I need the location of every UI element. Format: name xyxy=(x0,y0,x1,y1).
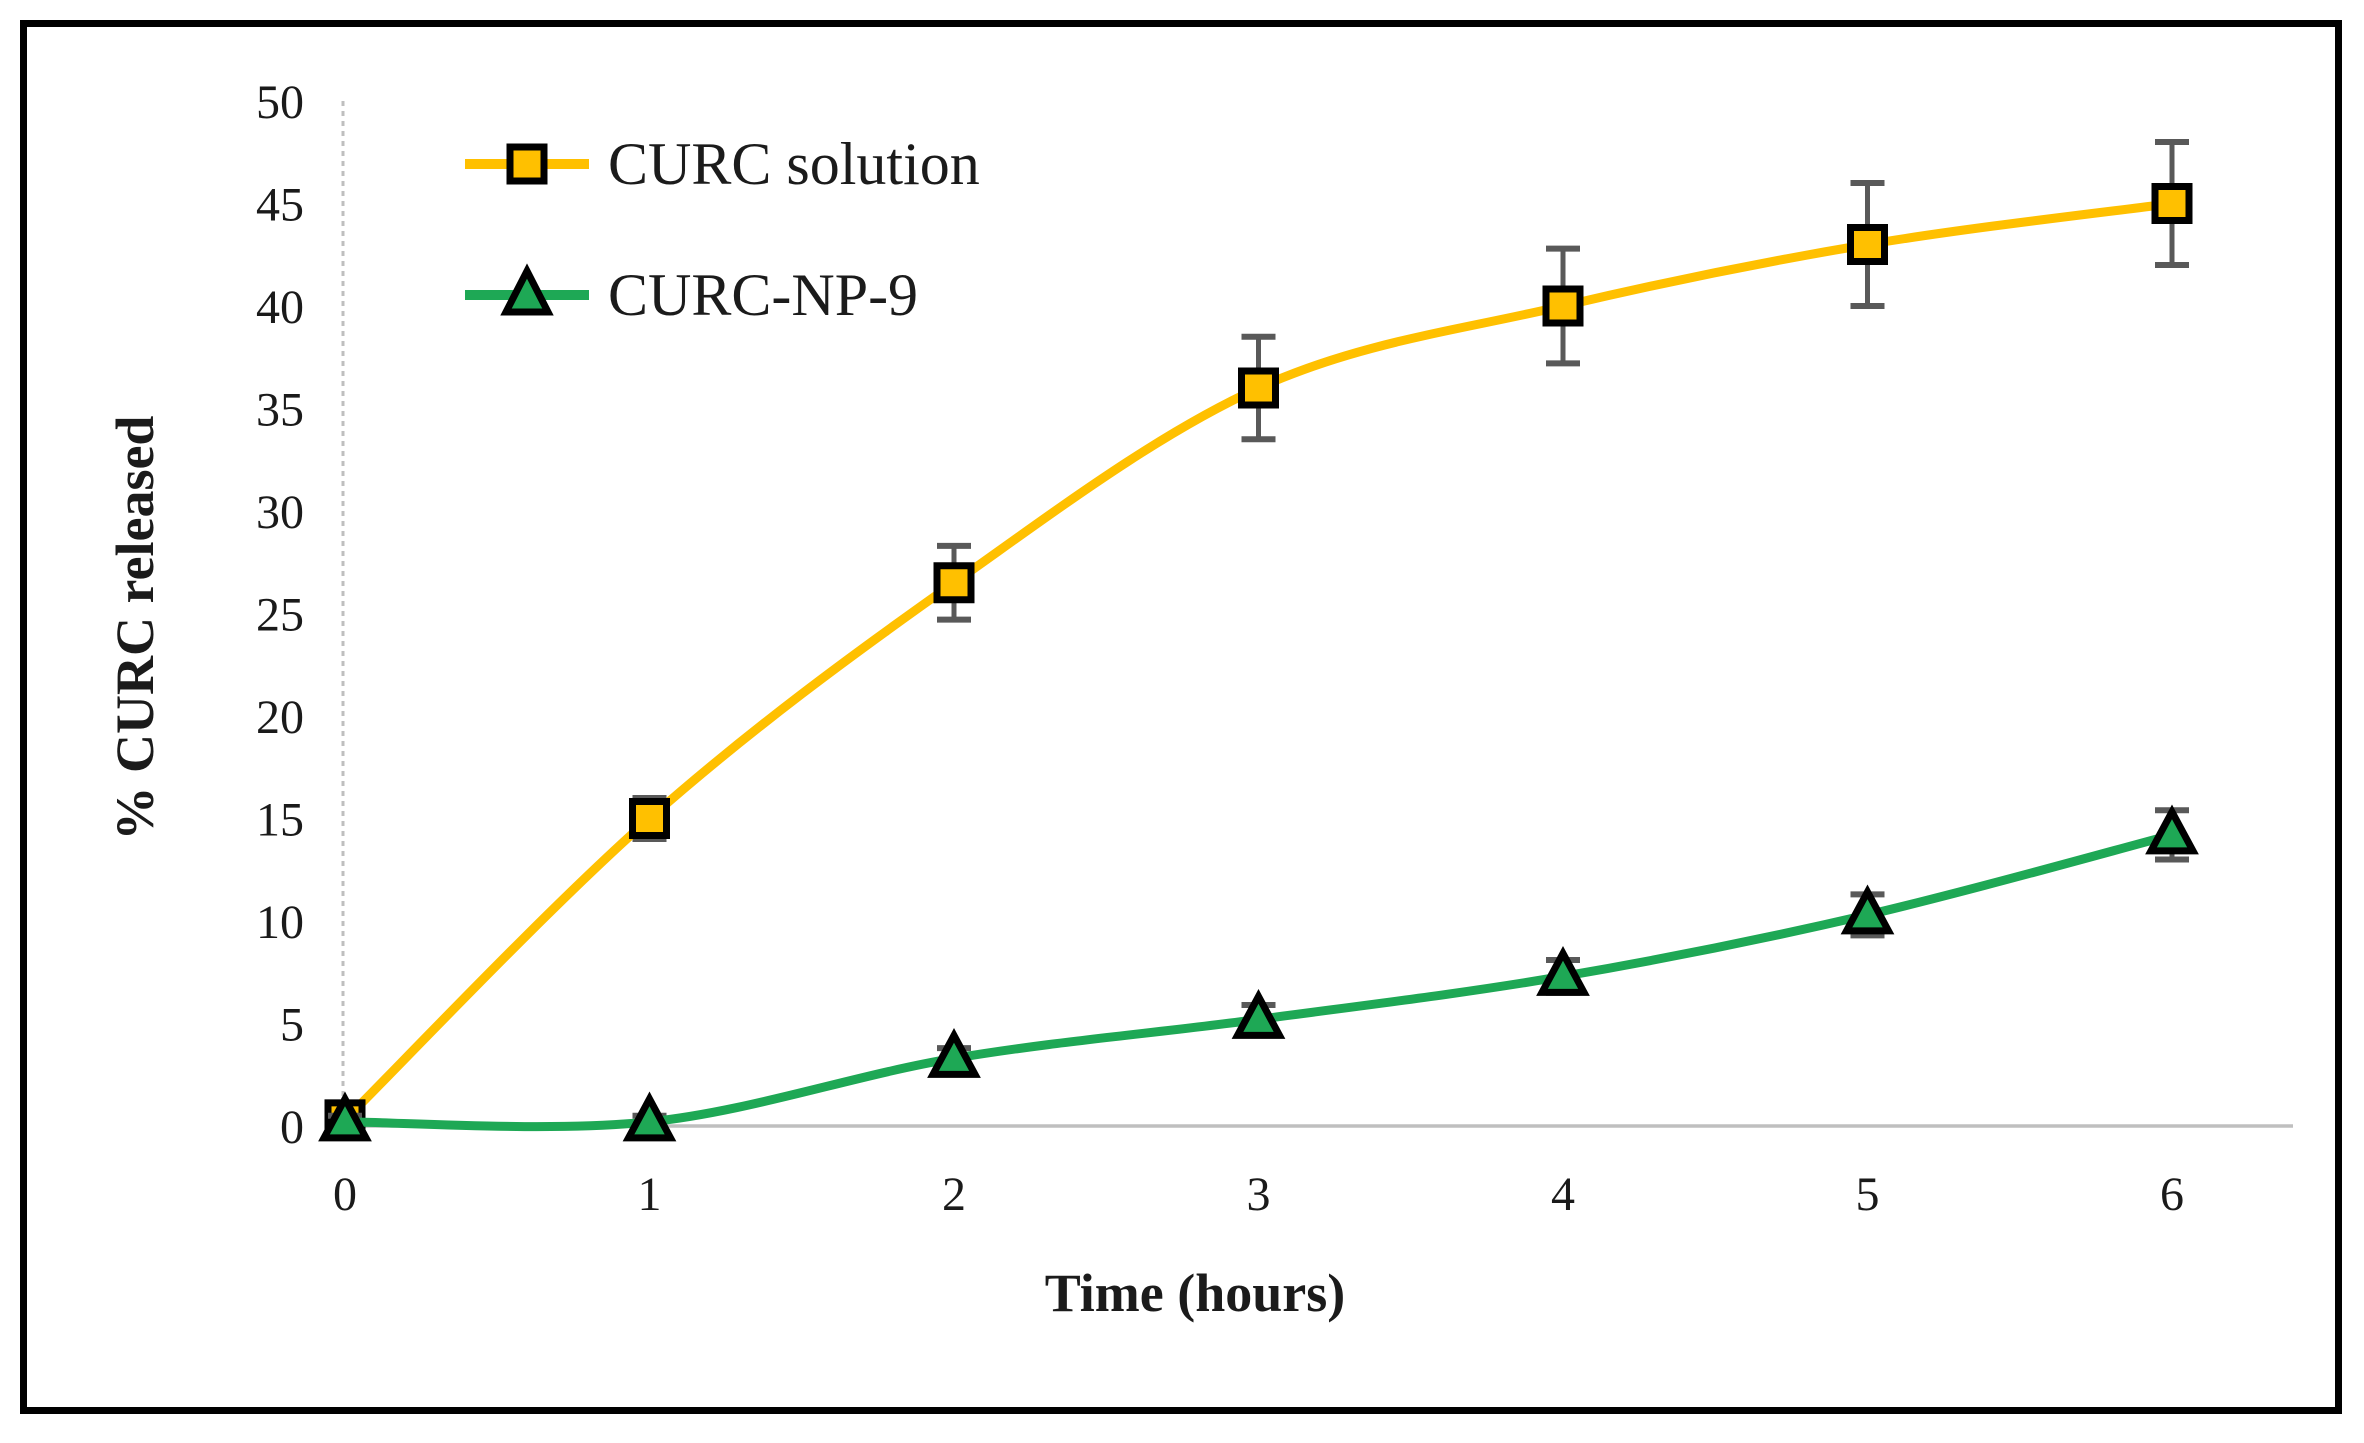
data-point-triangle-curc-np-9 xyxy=(927,1027,981,1078)
legend-square-marker-icon xyxy=(506,143,548,185)
figure-frame xyxy=(20,20,2342,1414)
legend-label-curc-solution: CURC solution xyxy=(608,131,980,197)
data-point-triangle-curc-np-9 xyxy=(318,1091,372,1142)
y-tick-label: 10 xyxy=(256,896,304,949)
x-tick-label: 6 xyxy=(2160,1168,2184,1221)
y-tick-label: 0 xyxy=(280,1101,304,1154)
x-tick-label: 4 xyxy=(1551,1168,1575,1221)
y-tick-label: 25 xyxy=(256,589,304,642)
y-tick-label: 35 xyxy=(256,384,304,437)
legend-swatch-curc-np-9 xyxy=(465,263,589,316)
data-point-square-curc-solution xyxy=(629,798,670,839)
y-tick-label: 30 xyxy=(256,486,304,539)
legend-item-curc-np-9: CURC-NP-9 xyxy=(462,257,980,333)
series-line-curc-np-9 xyxy=(340,830,2177,1132)
x-axis-title: Time (hours) xyxy=(1044,1263,1346,1323)
data-point-square-curc-solution xyxy=(1238,367,1279,409)
y-tick-label: 40 xyxy=(256,281,304,334)
data-point-square-curc-solution xyxy=(2151,183,2193,224)
legend-triangle-marker-icon xyxy=(500,263,554,316)
legend-swatch-curc-solution xyxy=(465,143,589,185)
x-tick-label: 5 xyxy=(1856,1168,1880,1221)
y-tick-label: 5 xyxy=(280,999,304,1052)
data-point-square-curc-solution xyxy=(1542,285,1584,327)
data-point-triangle-curc-np-9 xyxy=(1231,989,1286,1039)
data-point-square-curc-solution xyxy=(1847,224,1888,265)
y-tick-label: 45 xyxy=(256,179,304,232)
data-point-square-curc-solution xyxy=(933,562,975,604)
x-tick-label: 1 xyxy=(638,1168,662,1221)
legend-label-curc-np-9: CURC-NP-9 xyxy=(608,262,919,328)
y-tick-label: 15 xyxy=(256,794,304,847)
data-point-triangle-curc-np-9 xyxy=(1536,945,1590,996)
chart-legend: CURC solution CURC-NP-9 xyxy=(462,126,980,333)
x-tick-label: 0 xyxy=(333,1168,357,1221)
x-tick-label: 2 xyxy=(942,1168,966,1221)
data-point-triangle-curc-np-9 xyxy=(2145,804,2199,855)
y-tick-label: 20 xyxy=(256,691,304,744)
y-tick-label: 50 xyxy=(256,76,304,129)
data-point-triangle-curc-np-9 xyxy=(622,1091,677,1142)
data-point-triangle-curc-np-9 xyxy=(1840,884,1895,935)
x-tick-label: 3 xyxy=(1247,1168,1271,1221)
y-axis-title: % CURC released xyxy=(105,415,165,841)
legend-item-curc-solution: CURC solution xyxy=(462,126,980,202)
